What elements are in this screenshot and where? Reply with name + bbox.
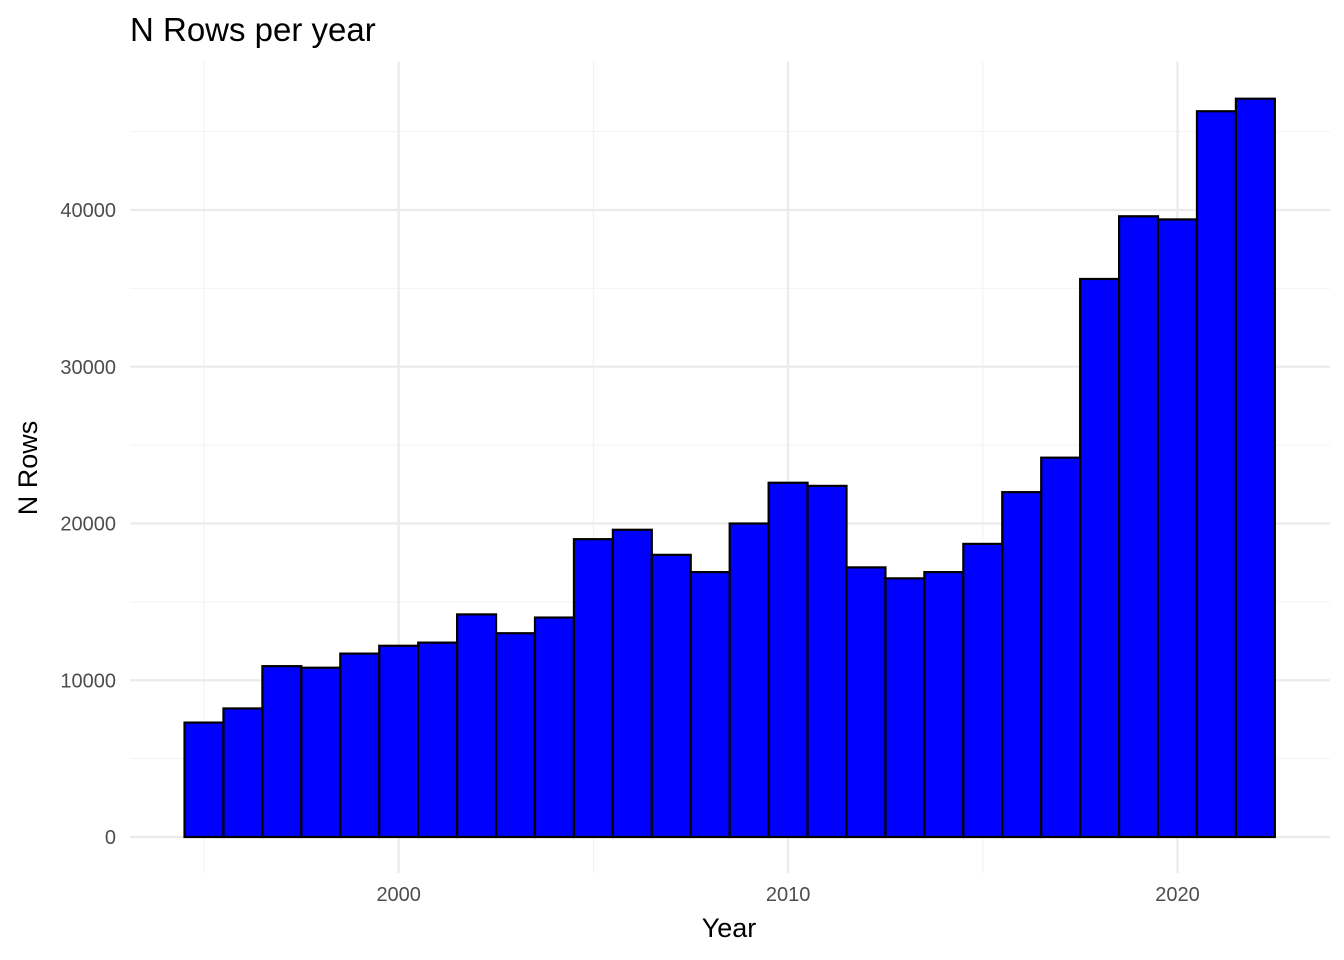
bar-2007 [650,553,692,839]
y-tick-label: 0 [105,827,116,849]
bar-2004 [533,616,576,839]
bars [183,97,1276,839]
bar-2010 [767,481,809,839]
bar-2017 [1040,456,1082,839]
x-axis-ticks: 2000 2010 2020 [376,884,1199,906]
bar-2009 [728,522,770,839]
bar-2005 [572,538,614,839]
y-tick-label: 20000 [60,514,116,536]
y-axis-title: N Rows [13,421,43,516]
y-tick-label: 30000 [60,357,116,379]
bar-2012 [845,566,887,839]
y-tick-label: 40000 [60,200,116,222]
bar-2015 [962,542,1004,839]
bar-2019 [1117,215,1160,839]
x-tick-label: 2000 [376,884,421,906]
y-tick-label: 10000 [60,670,116,692]
chart-title: N Rows per year [130,11,376,48]
bar-2006 [611,528,653,839]
bar-2020 [1156,218,1199,839]
bar-1999 [339,652,381,839]
bar-2000 [378,644,420,839]
bar-2022 [1234,97,1276,839]
bar-2011 [806,484,848,839]
bar-2021 [1195,110,1238,839]
bar-2002 [456,613,498,839]
bar-1996 [222,707,264,839]
x-axis-title: Year [702,913,757,943]
bar-2008 [689,570,731,839]
bar-1995 [183,721,225,839]
bar-2001 [417,641,459,839]
bar-2003 [494,632,537,839]
x-tick-label: 2010 [766,884,811,906]
bar-2013 [884,577,926,839]
x-tick-label: 2020 [1155,884,1200,906]
bar-2018 [1079,277,1121,839]
bar-2016 [1001,491,1043,839]
bar-1997 [261,665,303,839]
bar-2014 [923,570,965,839]
bar-1998 [300,666,342,839]
y-axis-ticks: 0 10000 20000 30000 40000 [60,200,116,849]
